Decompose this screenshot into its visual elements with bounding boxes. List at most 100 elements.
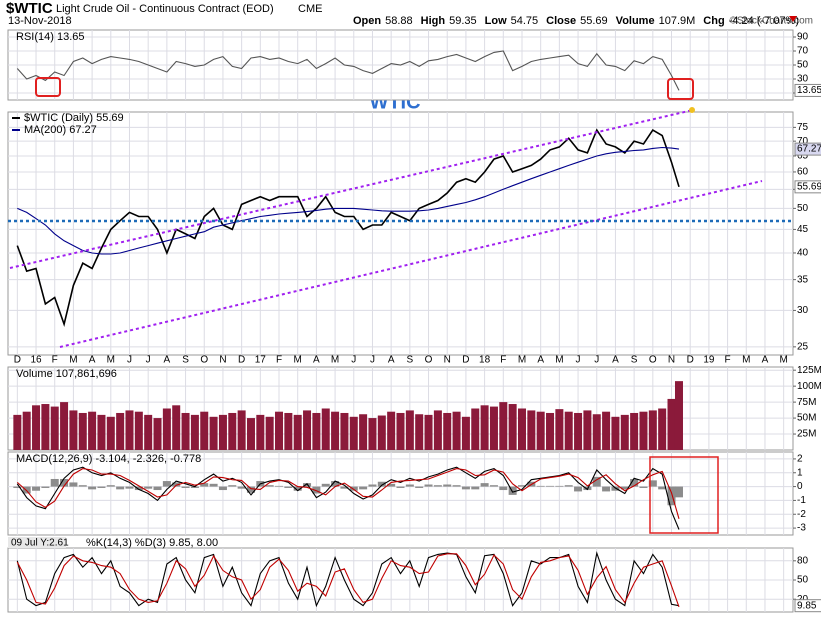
x-tick-label: A (89, 355, 96, 366)
x-tick-label: M (69, 355, 77, 366)
bar (480, 483, 489, 487)
y-tick-label: 45 (797, 224, 809, 235)
x-tick-label: 19 (703, 355, 715, 366)
bar (368, 418, 377, 450)
quote-label: Open (353, 15, 381, 27)
bar (574, 412, 583, 450)
x-tick-label: 16 (30, 355, 42, 366)
quote-value: -4.24 (-7.07%) (729, 15, 799, 27)
bar (106, 416, 115, 450)
x-tick-label: 17 (255, 355, 267, 366)
bar (172, 405, 181, 450)
bar (265, 416, 274, 450)
bar (228, 412, 237, 450)
x-tick-label: A (313, 355, 320, 366)
bar (303, 483, 312, 487)
panel-title: MACD(12,26,9) -3.104, -2.326, -0.778 (16, 453, 201, 465)
x-tick-label: F (500, 355, 506, 366)
bar (153, 418, 162, 450)
bar (648, 410, 657, 450)
bar (275, 485, 284, 487)
highlight-box (667, 78, 694, 100)
bar (88, 486, 97, 490)
bar (125, 486, 134, 489)
bar (50, 406, 59, 450)
y-tick-label: 75 (797, 122, 809, 133)
x-tick-label: J (370, 355, 375, 366)
y-tick-label: -3 (797, 523, 806, 534)
x-tick-label: A (762, 355, 769, 366)
x-tick-label: D (14, 355, 21, 366)
bar (97, 414, 106, 450)
bar (340, 486, 349, 489)
bar (583, 410, 592, 450)
bar (377, 415, 386, 450)
bar (88, 411, 97, 450)
quote-label: Low (485, 15, 507, 27)
x-tick-label: D (462, 355, 469, 366)
bar (32, 405, 41, 450)
bar (293, 486, 302, 491)
y-tick-label: 70 (797, 136, 809, 147)
bar (387, 411, 396, 450)
instrument-name: Light Crude Oil - Continuous Contract (E… (56, 3, 274, 15)
bar (546, 412, 555, 450)
bar (517, 485, 526, 487)
bar (658, 486, 667, 490)
bar (648, 480, 657, 487)
y-tick-label: 50 (797, 575, 809, 586)
bar (331, 411, 340, 450)
y-tick-label: 125M (797, 365, 821, 376)
bar (209, 483, 218, 487)
watermark: ©StockCharts.com (729, 16, 813, 27)
down-arrow (789, 16, 797, 22)
bar (134, 486, 143, 491)
bar (116, 412, 125, 450)
bar (602, 411, 611, 450)
x-tick-label: S (631, 355, 638, 366)
trend-line (9, 109, 694, 269)
bar (41, 486, 50, 488)
price-tag (794, 142, 821, 156)
date: 13-Nov-2018 (8, 15, 72, 27)
bar (181, 486, 190, 488)
y-tick-label: 1 (797, 467, 803, 478)
bar (396, 486, 405, 488)
bar (349, 486, 358, 491)
bar (200, 411, 209, 450)
quote-label: Close (546, 15, 576, 27)
value-tag-label: 13.65 (797, 85, 821, 96)
bar (359, 486, 368, 490)
bar (284, 412, 293, 450)
legend-entry: $WTIC (Daily) 55.69 (24, 112, 124, 124)
bar (50, 478, 59, 487)
x-tick-label: A (612, 355, 619, 366)
bar (508, 486, 517, 495)
bar (265, 485, 274, 487)
bar (228, 485, 237, 487)
y-tick-label: 50 (797, 203, 809, 214)
exchange: CME (298, 3, 322, 15)
bar (564, 411, 573, 450)
bar (134, 411, 143, 450)
bar (536, 411, 545, 450)
x-tick-label: D (238, 355, 245, 366)
x-tick-label: M (107, 355, 115, 366)
y-tick-label: 40 (797, 248, 809, 259)
bar (209, 416, 218, 450)
bar (555, 409, 564, 450)
bar (527, 410, 536, 450)
x-tick-label: A (537, 355, 544, 366)
bar (674, 486, 683, 498)
bar (620, 414, 629, 450)
y-tick-label: 70 (797, 46, 809, 57)
x-tick-label: F (52, 355, 58, 366)
bar (667, 398, 676, 450)
bar (359, 414, 368, 450)
bar (452, 485, 461, 487)
line (16, 553, 680, 608)
x-tick-label: O (649, 355, 657, 366)
line (16, 550, 680, 608)
y-tick-label: 30 (797, 305, 809, 316)
y-tick-label: 50 (797, 60, 809, 71)
